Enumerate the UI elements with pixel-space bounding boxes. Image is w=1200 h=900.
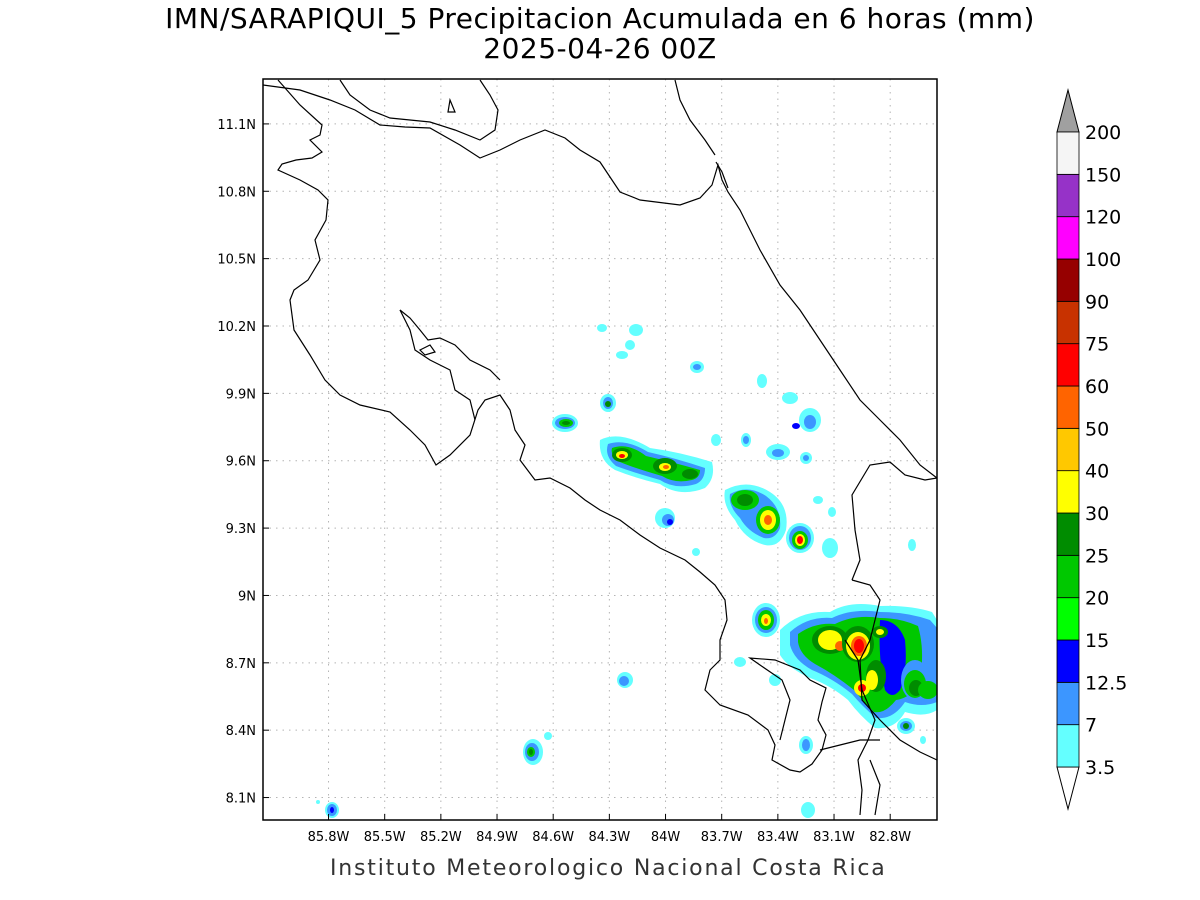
map-gridlines [263, 79, 937, 820]
colorbar-label: 150 [1085, 164, 1121, 186]
y-tick-label: 10.5N [217, 253, 256, 268]
y-tick-label: 11.1N [217, 118, 256, 133]
map-frame [262, 78, 938, 821]
precip-cell [316, 672, 815, 818]
footer-institution: Instituto Meteorologico Nacional Costa R… [330, 856, 887, 881]
colorbar-label: 75 [1085, 334, 1109, 356]
x-tick-label: 84.3W [588, 830, 630, 845]
colorbar-swatch [1056, 512, 1080, 556]
colorbar-legend: 3.5 7 12.5 15 20 25 30 40 50 60 75 90 100 120 150 200 [1056, 88, 1127, 811]
colorbar-swatch [1056, 724, 1080, 768]
y-tick-label: 8.4N [226, 724, 256, 739]
colorbar-label: 60 [1085, 376, 1109, 398]
colorbar-swatch [1056, 300, 1080, 345]
y-tick-label: 9.3N [226, 522, 256, 537]
colorbar-label: 40 [1085, 461, 1109, 483]
x-tick-label: 85.2W [420, 830, 462, 845]
colorbar-label: 50 [1085, 418, 1109, 440]
colorbar-swatch [1056, 258, 1080, 302]
y-tick-label: 9N [238, 589, 256, 604]
y-tick-label: 8.1N [226, 792, 256, 807]
x-tick-label: 84W [651, 830, 681, 845]
colorbar-label: 12.5 [1085, 672, 1127, 694]
colorbar-label: 120 [1085, 207, 1121, 229]
coastline [263, 79, 937, 816]
precipitation-field [316, 324, 937, 818]
colorbar-swatch [1056, 597, 1080, 641]
x-tick-label: 85.8W [308, 830, 350, 845]
precip-cell [597, 324, 821, 432]
colorbar-swatch [1056, 216, 1080, 260]
colorbar-label: 20 [1085, 588, 1109, 610]
colorbar-swatch [1056, 470, 1080, 514]
x-tick-label: 83.1W [813, 830, 855, 845]
colorbar-over-arrow [1056, 88, 1080, 133]
precip-cell [752, 603, 780, 637]
colorbar-swatch [1056, 131, 1080, 175]
x-tick-label: 84.6W [532, 830, 574, 845]
precip-cell [552, 414, 578, 432]
precip-band [599, 433, 812, 493]
colorbar-label: 15 [1085, 630, 1109, 652]
colorbar-label: 25 [1085, 545, 1109, 567]
colorbar-swatch [1056, 427, 1080, 472]
colorbar-label: 200 [1085, 122, 1121, 144]
colorbar-label: 90 [1085, 291, 1109, 313]
colorbar-swatch [1056, 681, 1080, 726]
colorbar-under-arrow [1056, 766, 1080, 811]
colorbar-swatch [1056, 173, 1080, 218]
y-tick-label: 9.6N [226, 455, 256, 470]
x-tick-label: 85.5W [364, 830, 406, 845]
precip-cell [655, 484, 916, 558]
colorbar-label: 30 [1085, 503, 1109, 525]
y-tick-label: 8.7N [226, 657, 256, 672]
colorbar-label: 100 [1085, 249, 1121, 271]
x-axis-ticks: 85.8W 85.5W 85.2W 84.9W 84.6W 84.3W 84W 83.7W 83… [308, 814, 911, 845]
map-title: IMN/SARAPIQUI_5 Precipitacion Acumulada … [165, 2, 1035, 35]
x-tick-label: 84.9W [476, 830, 518, 845]
y-tick-label: 10.2N [217, 320, 256, 335]
x-tick-label: 83.4W [757, 830, 799, 845]
x-tick-label: 83.7W [701, 830, 743, 845]
colorbar-swatch [1056, 554, 1080, 599]
colorbar-label: 7 [1085, 715, 1097, 737]
colorbar-label: 3.5 [1085, 757, 1115, 779]
colorbar-swatch [1056, 385, 1080, 429]
y-axis-ticks: 8.1N 8.4N 8.7N 9N 9.3N 9.6N 9.9N 10.2N 10.5N 10.8… [217, 118, 269, 807]
colorbar-swatch [1056, 343, 1080, 387]
colorbar-swatch [1056, 639, 1080, 683]
y-tick-label: 10.8N [217, 185, 256, 200]
precip-complex-south [734, 604, 937, 744]
x-tick-label: 82.8W [869, 830, 911, 845]
map-subtitle-date: 2025-04-26 00Z [483, 32, 717, 65]
y-tick-label: 9.9N [226, 387, 256, 402]
